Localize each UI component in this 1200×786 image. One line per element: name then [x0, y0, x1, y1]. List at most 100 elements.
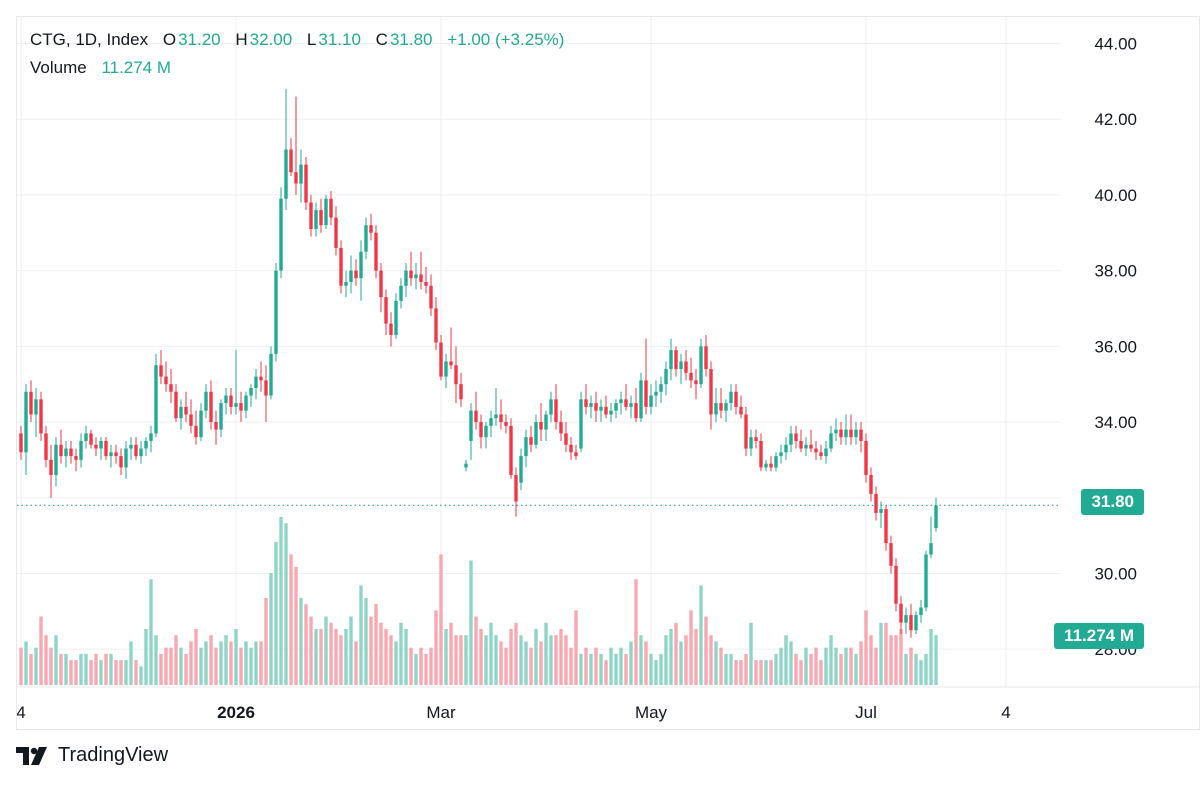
volume-bar [164, 647, 168, 685]
candle [884, 505, 888, 551]
candle [889, 535, 893, 574]
candle [814, 440, 818, 460]
volume-bar [739, 660, 743, 685]
price-tick-label: 44.00 [1094, 34, 1137, 53]
candle [599, 399, 603, 423]
volume-bar [724, 653, 728, 685]
candle [449, 327, 453, 370]
volume-bar [414, 653, 418, 685]
volume-bar [459, 635, 463, 685]
chart-frame: 44.00 42.00 40.00 38.00 36.00 34.00 32.00 30.00… [16, 16, 1200, 730]
volume-bar [744, 653, 748, 685]
candle [409, 251, 413, 286]
legend-ohlc: CTG, 1D, Index O 31.20 H 32.00 L 31.10 C 31.… [30, 30, 566, 50]
legend-low: 31.10 [318, 30, 361, 49]
candle [309, 194, 313, 237]
candle [139, 440, 143, 464]
legend-open: 31.20 [178, 30, 221, 49]
volume-bar [634, 579, 638, 685]
volume-bar [29, 653, 33, 685]
candle [459, 372, 463, 407]
candle [899, 596, 903, 635]
volume-bar [189, 641, 193, 685]
time-tick-label: Jul [855, 703, 877, 722]
volume-bar [679, 641, 683, 685]
volume-bar [819, 660, 823, 685]
candle [194, 410, 198, 445]
volume-bar [184, 653, 188, 685]
candle [569, 437, 573, 460]
volume-bar [59, 653, 63, 685]
candle [659, 376, 663, 404]
volume-bar [759, 660, 763, 685]
volume-bar [794, 653, 798, 685]
volume-bar [194, 629, 198, 685]
candle [324, 194, 328, 229]
price-axis[interactable]: 44.0042.0040.0038.0036.0034.0032.0030.00… [1094, 34, 1137, 659]
candle [24, 384, 28, 476]
volume-bar [24, 641, 28, 685]
candle [919, 599, 923, 623]
candle [234, 350, 238, 415]
candle [819, 444, 823, 460]
candle [784, 437, 788, 460]
legend-volume-label: Volume [30, 58, 87, 77]
candle [514, 467, 518, 517]
volume-bar [894, 635, 898, 685]
candle [334, 206, 338, 256]
time-axis[interactable]: 4 2026 Mar May Jul 4 [17, 686, 1200, 722]
volume-bar [614, 653, 618, 685]
volume-bar [64, 653, 68, 685]
candle [184, 391, 188, 423]
candle [519, 448, 523, 491]
volume-bar [544, 622, 548, 685]
volume-bar [899, 629, 903, 685]
candle [114, 444, 118, 464]
candle [119, 448, 123, 476]
candle [404, 263, 408, 298]
candle [584, 384, 588, 415]
candle [244, 391, 248, 419]
time-tick-label: May [635, 703, 668, 722]
candle [934, 497, 938, 532]
volume-bar [229, 641, 233, 685]
candle [559, 410, 563, 441]
candle [759, 433, 763, 472]
volume-bar [754, 660, 758, 685]
volume-bar [79, 653, 83, 685]
candle [429, 274, 433, 317]
candle [749, 429, 753, 457]
volume-bar [829, 635, 833, 685]
tradingview-logo-icon [16, 746, 47, 765]
volume-bar [824, 647, 828, 685]
volume-bar [594, 647, 598, 685]
volume-bar [639, 635, 643, 685]
volume-bar [789, 641, 793, 685]
chart[interactable]: 44.00 42.00 40.00 38.00 36.00 34.00 32.00 30.00… [17, 17, 1200, 731]
volume-bar [204, 641, 208, 685]
candle [284, 88, 288, 211]
legend-close: 31.80 [389, 30, 433, 49]
volume-bar [354, 641, 358, 685]
volume-bar [409, 647, 413, 685]
candle [99, 437, 103, 460]
volume-bar [174, 635, 178, 685]
volume-bar [314, 629, 318, 685]
candle [179, 399, 183, 430]
candle [154, 353, 158, 438]
candle [534, 414, 538, 449]
candle [329, 191, 333, 226]
volume-bar [334, 629, 338, 685]
candle [904, 607, 908, 635]
volume-bar [344, 629, 348, 685]
volume-bar [774, 653, 778, 685]
volume-bar [419, 647, 423, 685]
volume-bar [834, 647, 838, 685]
volume-bar [384, 629, 388, 685]
volume-bar [659, 653, 663, 685]
volume-bar [129, 641, 133, 685]
volume-bar [269, 573, 273, 685]
volume-bar [369, 616, 373, 685]
volume-bar [54, 635, 58, 685]
tradingview-logo[interactable]: TradingView [16, 744, 168, 767]
